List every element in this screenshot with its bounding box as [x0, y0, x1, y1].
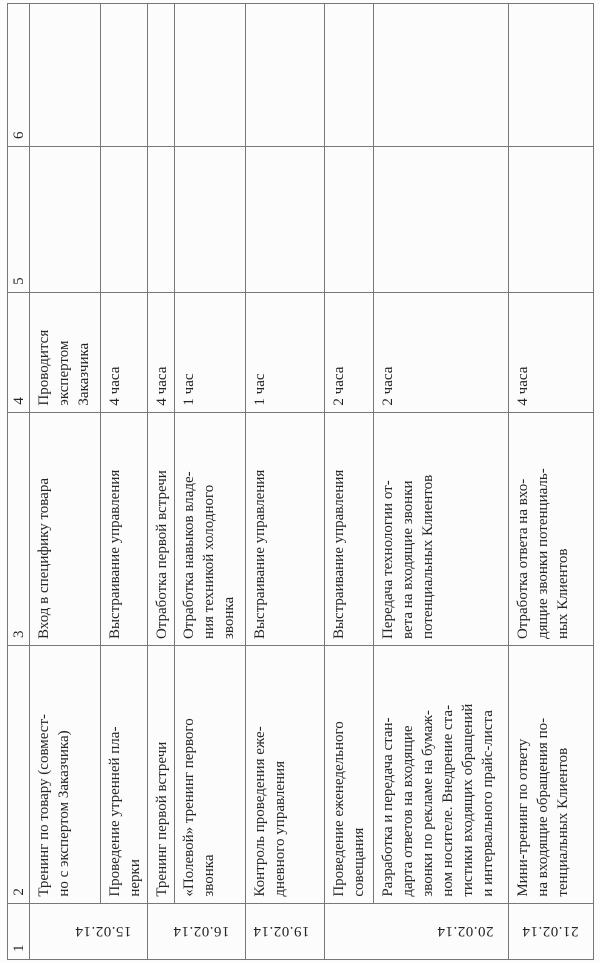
empty-cell: [324, 146, 374, 293]
empty-cell: [245, 146, 325, 293]
goal-cell: Выстраивание управления: [245, 412, 325, 646]
date-cell: 19.02.14: [245, 903, 325, 960]
table-row: «Полевой» тренинг первого звонка Отработ…: [174, 3, 246, 960]
duration-cell: Проводится экспертом Заказчика: [29, 292, 101, 413]
date-cell: 16.02.14: [147, 903, 246, 960]
empty-cell: [100, 146, 148, 293]
goal-cell: Выстраивание управления: [324, 412, 374, 646]
table-row: 21.02.14 Мини-тренинг по ответу на входя…: [508, 3, 594, 960]
activity-cell: Тренинг по товару (совмест- но с эксперт…: [29, 645, 101, 904]
date-text: 19.02.14: [252, 923, 310, 940]
goal-cell: Выстраивание управления: [100, 412, 148, 646]
table-row: Разработка и передача стан- дарта ответо…: [373, 3, 509, 960]
activity-cell: Разработка и передача стан- дарта ответо…: [373, 645, 509, 904]
duration-cell: 4 часа: [100, 292, 148, 413]
empty-cell: [29, 146, 101, 293]
table-row: 19.02.14 Контроль проведения еже- дневно…: [245, 3, 325, 960]
empty-cell: [29, 3, 101, 147]
goal-cell: Отработка навыков владе- ния техникой хо…: [174, 412, 246, 646]
date-cell: 20.02.14: [324, 903, 509, 960]
empty-cell: [508, 146, 594, 293]
date-text: 15.02.14: [75, 923, 132, 940]
goal-cell: Вход в специфику товара: [29, 412, 101, 646]
table-row: 20.02.14 Проведение еженедельного совеща…: [324, 3, 509, 960]
header-cell-1: 1: [7, 903, 30, 960]
date-text: 20.02.14: [436, 923, 494, 940]
empty-cell: [245, 3, 325, 147]
goal-cell: Отработка ответа на вхо- дящие звонки по…: [508, 412, 594, 646]
goal-cell: Передача технологии от- вета на входящие…: [373, 412, 509, 646]
table-row: 15.02.14 Тренинг по товару (совмест- но …: [29, 3, 148, 960]
date-cell: 15.02.14: [29, 903, 148, 960]
header-cell-2: 2: [7, 645, 30, 904]
goal-cell: Отработка первой встречи: [147, 412, 175, 646]
empty-cell: [508, 3, 594, 147]
header-cell-4: 4: [7, 292, 30, 413]
schedule-table: 1 2 3 4 5 6 15.02.14 Тренинг по товару (…: [7, 3, 594, 960]
activity-cell: Тренинг первой встречи: [147, 645, 175, 904]
activity-cell: Проведение еженедельного совещания: [324, 645, 374, 904]
duration-cell: 4 часа: [508, 292, 594, 413]
empty-cell: [324, 3, 374, 147]
duration-cell: 1 час: [245, 292, 325, 413]
empty-cell: [373, 3, 509, 147]
duration-cell: 2 часа: [373, 292, 509, 413]
activity-cell: Контроль проведения еже- дневного управл…: [245, 645, 325, 904]
rotated-table-container: 1 2 3 4 5 6 15.02.14 Тренинг по товару (…: [7, 3, 594, 960]
empty-cell: [147, 3, 175, 147]
date-text: 21.02.14: [521, 923, 579, 940]
header-cell-3: 3: [7, 412, 30, 646]
empty-cell: [100, 3, 148, 147]
duration-cell: 4 часа: [147, 292, 175, 413]
header-row: 1 2 3 4 5 6: [7, 3, 30, 960]
header-cell-6: 6: [7, 3, 30, 147]
empty-cell: [147, 146, 175, 293]
date-text: 16.02.14: [173, 923, 230, 940]
duration-cell: 2 часа: [324, 292, 374, 413]
empty-cell: [174, 146, 246, 293]
activity-cell: Мини-тренинг по ответу на входящие обращ…: [508, 645, 594, 904]
empty-cell: [373, 146, 509, 293]
table-row: 16.02.14 Тренинг первой встречи Отработк…: [147, 3, 246, 960]
header-cell-5: 5: [7, 146, 30, 293]
empty-cell: [174, 3, 246, 147]
date-cell: 21.02.14: [508, 903, 594, 960]
table-row: Проведение утренней пла- нерки Выстраива…: [100, 3, 148, 960]
activity-cell: «Полевой» тренинг первого звонка: [174, 645, 246, 904]
duration-cell: 1 час: [174, 292, 246, 413]
activity-cell: Проведение утренней пла- нерки: [100, 645, 148, 904]
